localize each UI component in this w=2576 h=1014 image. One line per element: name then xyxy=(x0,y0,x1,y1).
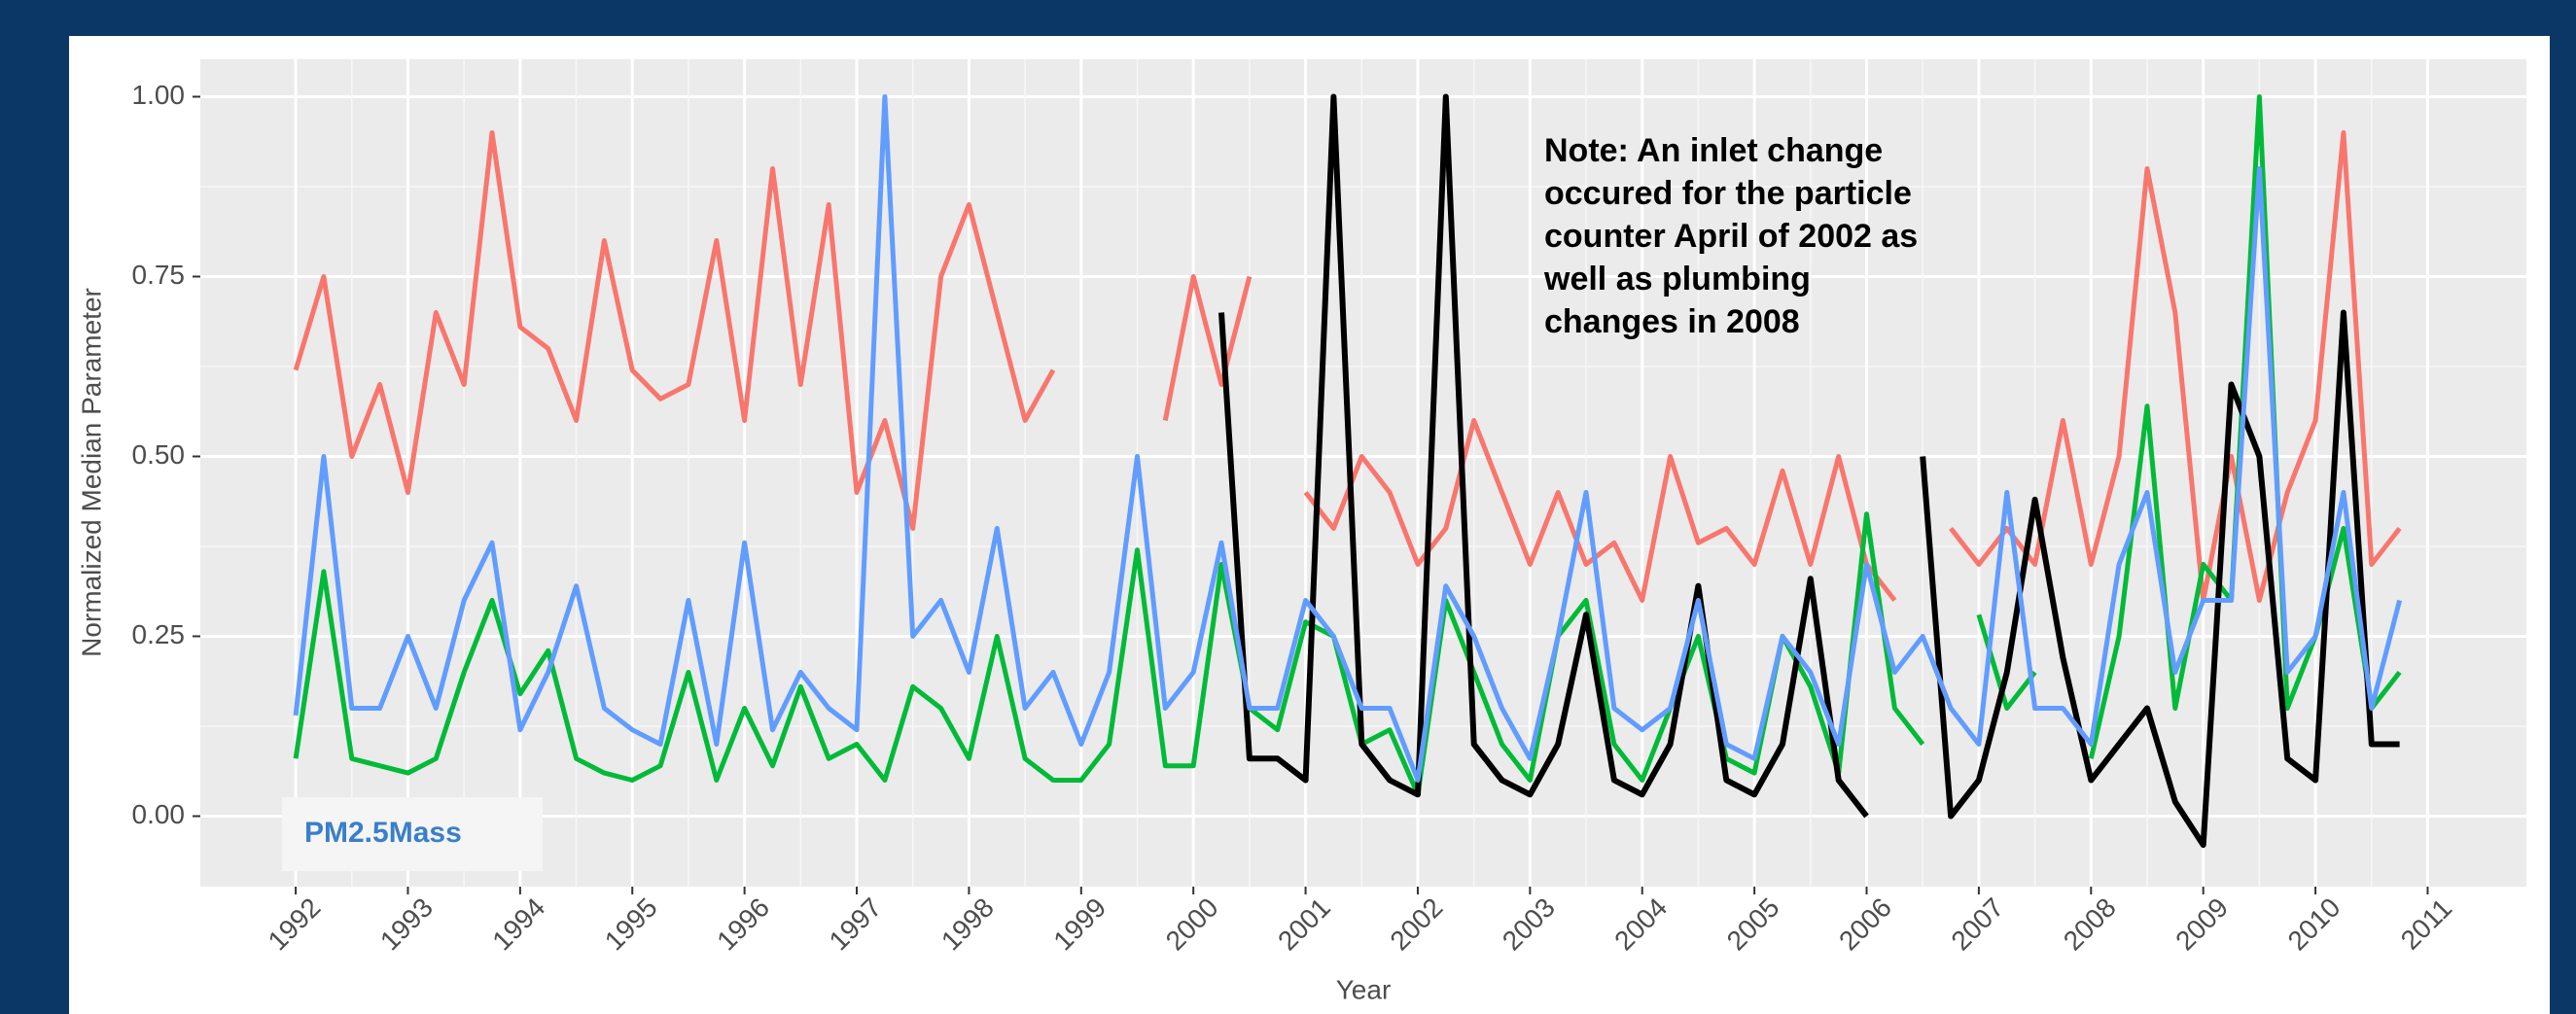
legend: PM2.5Mass xyxy=(282,797,543,871)
legend-label: PM2.5Mass xyxy=(304,817,462,849)
series-line xyxy=(293,130,2402,603)
annotation-line: well as plumbing xyxy=(1543,261,1811,297)
y-tick-label: 1.00 xyxy=(132,80,186,110)
y-axis-label: Normalized Median Parameter xyxy=(76,288,106,657)
y-tick-label: 0.25 xyxy=(132,619,186,649)
series-line xyxy=(1218,93,2400,849)
annotation-line: changes in 2008 xyxy=(1544,303,1800,340)
lines xyxy=(293,93,2403,849)
annotation-line: counter April of 2002 as xyxy=(1544,218,1918,255)
legend-box xyxy=(282,797,543,871)
y-tick-label: 0.50 xyxy=(132,439,186,470)
y-tick-label: 0.75 xyxy=(132,260,186,290)
annotation-line: Note: An inlet change xyxy=(1544,132,1883,169)
y-tick-label: 0.00 xyxy=(132,799,186,829)
x-axis-label: Year xyxy=(1336,974,1392,1004)
annotation: Note: An inlet change occured for the par… xyxy=(1543,132,1918,340)
series-line xyxy=(293,94,2403,783)
plot-panel xyxy=(200,59,2526,887)
annotation-line: occured for the particle xyxy=(1544,175,1912,212)
